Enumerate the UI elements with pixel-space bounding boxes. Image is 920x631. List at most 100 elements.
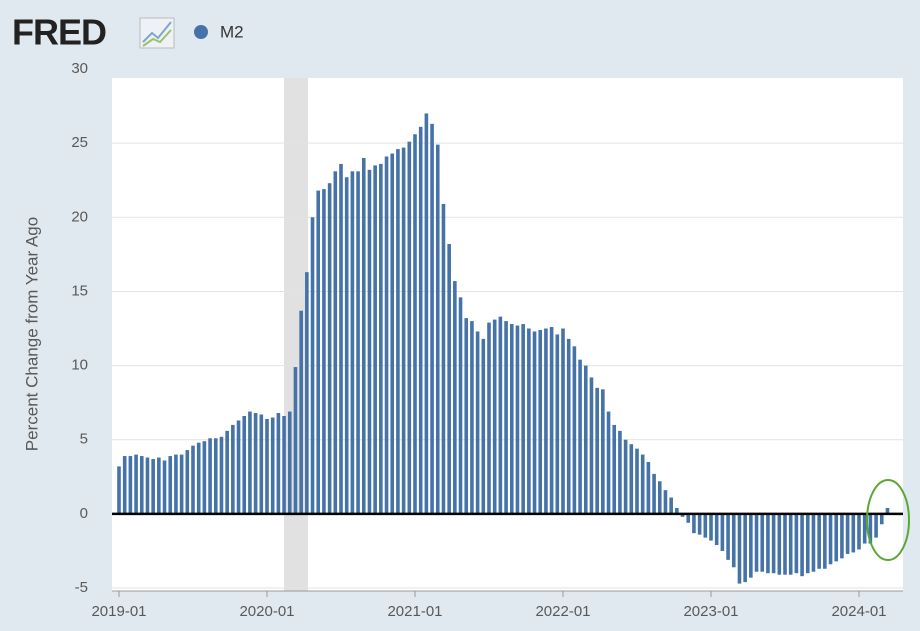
bar — [612, 424, 617, 514]
bar — [424, 113, 429, 514]
bar — [720, 513, 725, 551]
bar — [874, 513, 878, 538]
bar — [749, 513, 753, 578]
bar — [191, 445, 195, 514]
bar — [447, 243, 451, 514]
bar — [623, 439, 628, 514]
bar — [430, 123, 434, 514]
x-tick-label: 2022-01 — [535, 603, 590, 620]
bar — [379, 163, 383, 514]
bar — [179, 454, 184, 514]
bar — [618, 430, 622, 514]
bar — [777, 513, 782, 575]
bar — [771, 513, 776, 574]
bar — [196, 442, 201, 514]
bar — [202, 441, 207, 514]
y-tick-label: 15 — [71, 282, 88, 299]
bar — [731, 513, 736, 568]
bar — [418, 126, 423, 514]
bar — [213, 438, 218, 514]
bar — [657, 481, 662, 514]
bar — [236, 420, 241, 514]
bar — [583, 365, 588, 514]
bar — [794, 513, 799, 574]
bar — [754, 513, 759, 572]
bar — [561, 328, 565, 514]
bar — [407, 141, 412, 514]
bar — [157, 457, 161, 514]
bar — [327, 183, 332, 514]
bar — [293, 367, 298, 514]
bar — [373, 165, 377, 514]
bar — [697, 513, 702, 535]
logo: FRED — [12, 12, 106, 53]
bar — [885, 507, 890, 514]
bar — [276, 413, 281, 514]
bar — [225, 430, 229, 514]
bar — [766, 513, 770, 574]
bar — [464, 318, 469, 514]
bar — [498, 316, 503, 514]
bar — [322, 189, 326, 514]
bar — [606, 411, 611, 514]
bar — [857, 513, 861, 550]
annotation-circle — [866, 479, 910, 561]
bar — [384, 156, 389, 514]
y-axis-label: Percent Change from Year Ago — [22, 217, 41, 451]
bar — [834, 513, 839, 562]
bar — [475, 331, 480, 514]
bar — [339, 163, 343, 514]
bar — [367, 169, 372, 514]
bar — [845, 513, 850, 554]
bar — [441, 203, 446, 514]
bar — [248, 411, 252, 514]
bar — [350, 171, 355, 514]
bar — [538, 330, 543, 514]
bar — [453, 281, 457, 514]
bar — [549, 327, 554, 514]
x-tick-label: 2020-01 — [239, 603, 294, 620]
bar — [117, 466, 121, 514]
bar — [310, 217, 315, 514]
bar — [390, 153, 395, 514]
bar — [344, 177, 349, 514]
bar — [168, 456, 173, 514]
bar — [333, 171, 338, 514]
bar — [242, 416, 247, 514]
bar — [253, 413, 258, 514]
bar — [589, 377, 594, 514]
bar — [601, 389, 605, 514]
bar — [663, 490, 668, 514]
bar — [185, 450, 190, 514]
bar — [675, 507, 679, 514]
bar — [692, 513, 696, 534]
bar — [532, 331, 537, 514]
bar — [174, 454, 178, 514]
bar — [361, 157, 366, 514]
bar — [481, 338, 486, 514]
bar — [868, 513, 873, 544]
bar — [823, 513, 827, 569]
bar — [504, 321, 508, 514]
bar — [703, 513, 708, 538]
bar — [709, 513, 713, 541]
bar — [669, 497, 673, 514]
bar — [578, 359, 582, 514]
bar — [572, 346, 577, 514]
bar — [788, 513, 793, 575]
bar — [299, 310, 303, 514]
bar — [635, 448, 639, 514]
bar — [851, 513, 856, 553]
bar — [145, 457, 150, 514]
bar — [652, 473, 656, 514]
bar — [208, 438, 212, 514]
bar — [629, 444, 634, 514]
y-tick-label: 30 — [71, 60, 88, 77]
bar — [760, 513, 765, 572]
bar — [527, 328, 531, 514]
bar — [595, 387, 599, 514]
bar — [783, 513, 787, 575]
bar — [800, 513, 804, 577]
bar — [139, 456, 144, 514]
